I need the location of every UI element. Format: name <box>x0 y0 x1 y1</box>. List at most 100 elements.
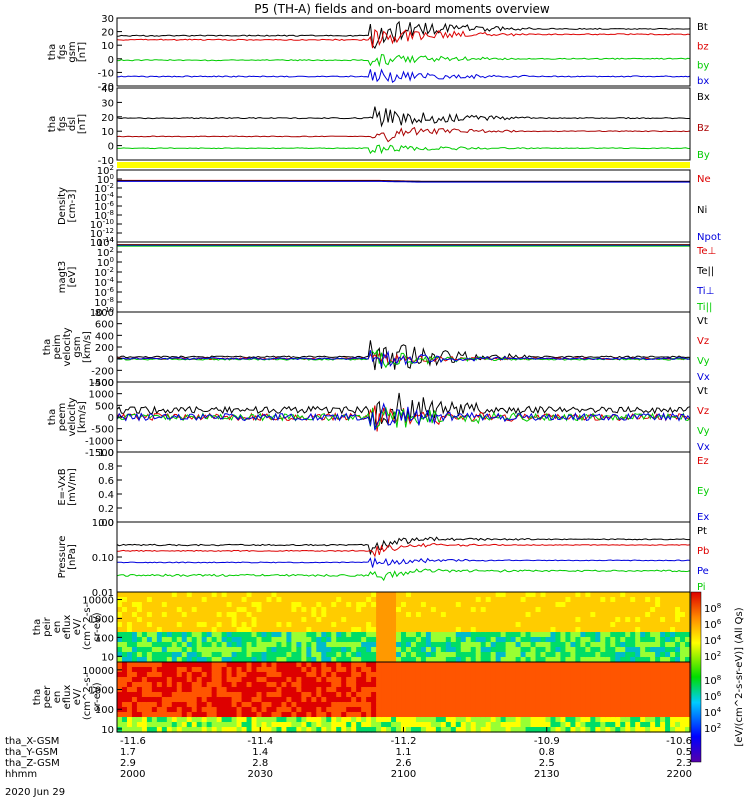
heatmap-cell <box>445 707 452 713</box>
heatmap-cell <box>136 642 143 648</box>
legend-entry-vy: Vy <box>697 356 710 367</box>
heatmap-cell <box>351 622 357 628</box>
heatmap-cell <box>296 692 302 698</box>
heatmap-cell <box>520 657 527 663</box>
heatmap-cell <box>326 612 332 618</box>
heatmap-cell <box>201 727 208 733</box>
heatmap-cell <box>565 607 572 613</box>
heatmap-cell <box>535 722 542 728</box>
heatmap-cell <box>450 657 457 663</box>
heatmap-cell <box>221 722 228 728</box>
heatmap-cell <box>216 627 223 633</box>
heatmap-cell <box>386 677 392 683</box>
heatmap-cell <box>251 612 258 618</box>
heatmap-cell <box>156 627 163 633</box>
heatmap-cell <box>331 687 337 693</box>
heatmap-cell <box>206 687 213 693</box>
heatmap-cell <box>505 667 512 673</box>
heatmap-cell <box>186 597 193 603</box>
heatmap-cell <box>336 607 342 613</box>
heatmap-cell <box>311 617 317 623</box>
heatmap-cell <box>381 702 387 708</box>
heatmap-cell <box>435 597 442 603</box>
heatmap-cell <box>386 597 392 603</box>
heatmap-cell <box>530 667 537 673</box>
heatmap-cell <box>540 722 547 728</box>
heatmap-cell <box>530 672 537 678</box>
heatmap-cell <box>306 602 312 608</box>
heatmap-cell <box>291 637 297 643</box>
x-tick-label: -10.9 <box>534 736 560 747</box>
heatmap-cell <box>176 612 183 618</box>
heatmap-cell <box>236 617 243 623</box>
heatmap-cell <box>670 652 676 658</box>
heatmap-cell <box>460 682 467 688</box>
heatmap-cell <box>216 602 223 608</box>
heatmap-cell <box>366 642 372 648</box>
heatmap-cell <box>470 597 477 603</box>
heatmap-cell <box>266 632 273 638</box>
heatmap-cell <box>151 637 158 643</box>
heatmap-cell <box>311 697 317 703</box>
heatmap-cell <box>271 617 278 623</box>
heatmap-cell <box>331 607 337 613</box>
heatmap-cell <box>211 637 218 643</box>
heatmap-cell <box>430 717 437 723</box>
heatmap-cell <box>495 642 502 648</box>
heatmap-cell <box>231 612 238 618</box>
heatmap-cell <box>191 672 198 678</box>
heatmap-cell <box>201 607 208 613</box>
heatmap-cell <box>146 602 153 608</box>
heatmap-cell <box>161 682 168 688</box>
heatmap-cell <box>136 682 143 688</box>
heatmap-cell <box>605 597 611 603</box>
heatmap-cell <box>525 727 532 733</box>
heatmap-cell <box>405 672 412 678</box>
heatmap-cell <box>251 652 258 658</box>
heatmap-cell <box>425 642 432 648</box>
heatmap-cell <box>131 722 138 728</box>
heatmap-cell <box>665 592 671 598</box>
heatmap-cell <box>485 647 492 653</box>
heatmap-cell <box>605 687 611 693</box>
heatmap-cell <box>430 592 437 598</box>
series-line-vx <box>116 350 691 368</box>
heatmap-cell <box>525 692 532 698</box>
heatmap-cell <box>515 627 522 633</box>
heatmap-cell <box>615 652 621 658</box>
heatmap-cell <box>680 652 686 658</box>
heatmap-cell <box>166 617 173 623</box>
heatmap-cell <box>311 687 317 693</box>
heatmap-cell <box>510 657 517 663</box>
heatmap-cell <box>246 707 253 713</box>
heatmap-cell <box>211 622 218 628</box>
heatmap-cell <box>331 722 337 728</box>
heatmap-cell <box>126 637 133 643</box>
heatmap-cell <box>515 612 522 618</box>
heatmap-cell <box>560 722 567 728</box>
heatmap-cell <box>665 687 671 693</box>
heatmap-cell <box>615 627 621 633</box>
heatmap-cell <box>465 652 472 658</box>
heatmap-cell <box>430 607 437 613</box>
heatmap-cell <box>166 632 173 638</box>
heatmap-cell <box>231 632 238 638</box>
heatmap-cell <box>321 712 327 718</box>
heatmap-cell <box>625 652 631 658</box>
heatmap-cell <box>356 717 362 723</box>
heatmap-cell <box>396 727 402 733</box>
heatmap-cell <box>386 617 392 623</box>
heatmap-cell <box>475 667 482 673</box>
heatmap-cell <box>610 602 616 608</box>
x-row-label: hhmm <box>5 769 37 780</box>
heatmap-cell <box>440 692 447 698</box>
heatmap-cell <box>346 697 352 703</box>
heatmap-cell <box>600 622 606 628</box>
heatmap-cell <box>475 592 482 598</box>
heatmap-cell <box>495 722 502 728</box>
heatmap-cell <box>550 692 557 698</box>
heatmap-cell <box>530 677 537 683</box>
heatmap-cell <box>276 677 283 683</box>
heatmap-cell <box>386 717 392 723</box>
